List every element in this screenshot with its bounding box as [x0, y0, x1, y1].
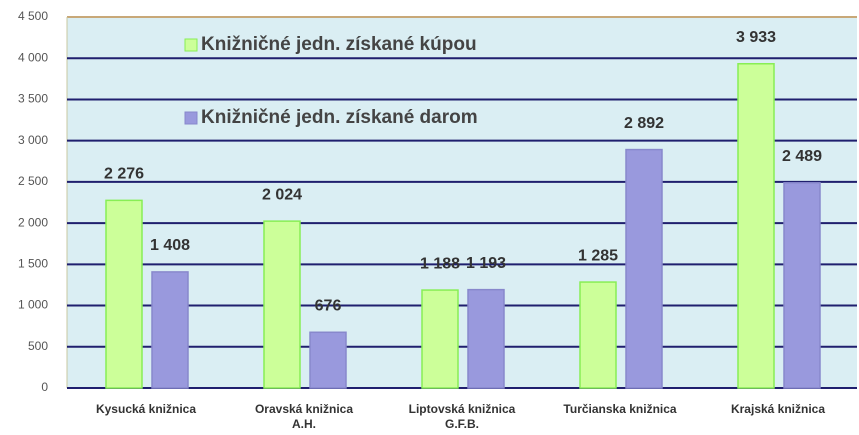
data-label: 1 285: [578, 247, 618, 264]
data-label: 2 276: [104, 166, 144, 183]
legend-swatch: [184, 111, 198, 125]
y-tick-label: 4 500: [18, 9, 48, 23]
x-tick-label: Turčianska knižnica: [563, 402, 677, 416]
legend-swatch: [184, 38, 198, 52]
y-tick-label: 3 500: [18, 92, 48, 106]
bar: [579, 281, 617, 389]
y-tick-label: 3 000: [18, 133, 48, 147]
data-label: 2 892: [624, 115, 664, 132]
x-tick-label: Krajská knižnica: [730, 402, 826, 416]
bar: [151, 271, 189, 389]
x-tick-label: Oravská knižnica A.H.: [254, 402, 354, 431]
data-label: 1 193: [466, 255, 506, 272]
bar: [263, 220, 301, 389]
bar: [467, 288, 505, 389]
data-label: 2 024: [262, 186, 302, 203]
data-label: 1 408: [150, 237, 190, 254]
y-tick-label: 1 000: [18, 298, 48, 312]
legend-label: Knižničné jedn. získané darom: [201, 107, 478, 128]
bar: [737, 62, 775, 389]
data-label: 676: [315, 297, 342, 314]
legend-label: Knižničné jedn. získané kúpou: [201, 34, 477, 55]
x-tick-label: Liptovská knižnica G.F.B.: [408, 402, 516, 431]
y-tick-label: 4 000: [18, 50, 48, 64]
y-tick-label: 0: [41, 380, 48, 394]
y-tick-label: 1 500: [18, 257, 48, 271]
y-tick-label: 2 000: [18, 215, 48, 229]
data-label: 2 489: [782, 148, 822, 165]
data-label: 1 188: [420, 255, 460, 272]
bar: [309, 331, 347, 389]
bar: [783, 182, 821, 389]
plot-area: [67, 17, 857, 388]
bar: [105, 199, 143, 389]
bar: [421, 289, 459, 389]
y-tick-label: 500: [28, 339, 48, 353]
bar: [625, 148, 663, 389]
x-tick-label: Kysucká knižnica: [95, 402, 197, 416]
data-label: 3 933: [736, 29, 776, 46]
y-tick-label: 2 500: [18, 174, 48, 188]
